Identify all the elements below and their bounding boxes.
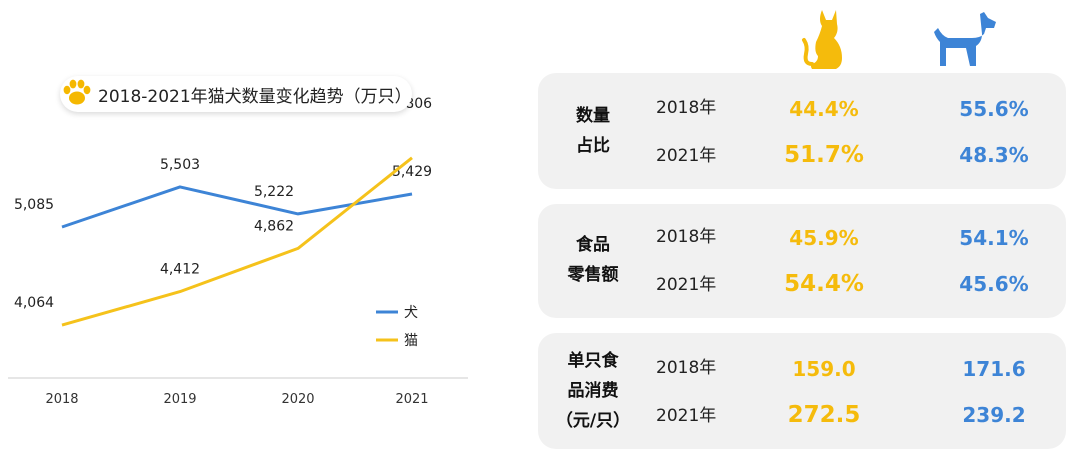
year-label: 2018年: [656, 358, 717, 378]
year-label: 2021年: [656, 146, 717, 166]
data-label: 5,429: [392, 164, 432, 180]
cat-value: 272.5: [787, 402, 861, 428]
dog-value: 45.6%: [959, 272, 1029, 296]
series-line-dog: [61, 185, 413, 229]
paw-icon: [63, 79, 91, 105]
cat-value: 45.9%: [789, 226, 859, 250]
year-label: 2021年: [656, 275, 717, 295]
x-tick-label: 2021: [395, 392, 428, 407]
chart-title-pill: 2018-2021年猫犬数量变化趋势（万只）: [60, 76, 412, 112]
data-label: 4,862: [254, 218, 294, 234]
year-label: 2018年: [656, 98, 717, 118]
cat-value: 54.4%: [784, 271, 864, 297]
line-chart: 2018 2019 2020 2021 5,085 5,503 5,222 5,429 4,06…: [8, 96, 468, 407]
panel-food-spend: 单只食 品消费 （元/只） 2018年 2021年 159.0 171.6 272.…: [538, 333, 1066, 449]
row-label: 单只食 品消费 （元/只）: [555, 351, 631, 431]
row-label: 食品 零售额: [567, 235, 619, 285]
x-tick-label: 2019: [163, 392, 196, 407]
panel-count-share: 数量 占比 2018年 2021年 44.4% 55.6% 51.7% 48.3%: [538, 73, 1066, 189]
cat-value: 159.0: [792, 357, 856, 381]
dog-value: 55.6%: [959, 97, 1029, 121]
data-label: 4,412: [160, 262, 200, 278]
x-tick-label: 2018: [45, 392, 78, 407]
x-tick-label: 2020: [281, 392, 314, 407]
chart-title: 2018-2021年猫犬数量变化趋势（万只）: [98, 86, 412, 107]
cat-silhouette-icon: [802, 10, 842, 69]
series-line-cat: [61, 156, 413, 327]
cat-value: 51.7%: [784, 142, 864, 168]
chart-marks: 2018 2019 2020 2021 5,085 5,503 5,222 5,429 4,06…: [8, 96, 468, 407]
cat-value: 44.4%: [789, 97, 859, 121]
legend-label: 猫: [404, 333, 418, 349]
dog-value: 54.1%: [959, 226, 1029, 250]
data-label: 5,503: [160, 157, 200, 173]
data-label: 5,085: [14, 197, 54, 213]
data-label: 5,222: [254, 184, 294, 200]
legend-label: 犬: [404, 305, 418, 321]
dog-value: 48.3%: [959, 143, 1029, 167]
row-label: 数量 占比: [576, 106, 610, 156]
panel-food-retail: 食品 零售额 2018年 2021年 45.9% 54.1% 54.4% 45.6…: [538, 204, 1066, 318]
dog-silhouette-icon: [934, 12, 996, 66]
year-label: 2018年: [656, 227, 717, 247]
year-label: 2021年: [656, 406, 717, 426]
dog-value: 171.6: [962, 357, 1026, 381]
data-label: 4,064: [14, 295, 54, 311]
dog-value: 239.2: [962, 403, 1026, 427]
